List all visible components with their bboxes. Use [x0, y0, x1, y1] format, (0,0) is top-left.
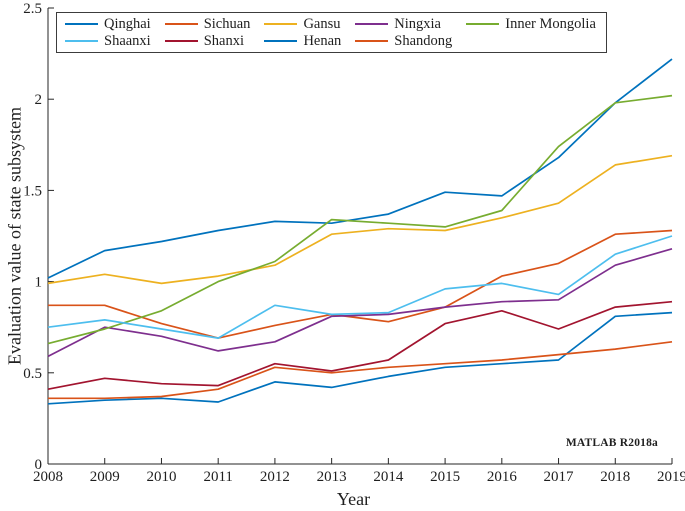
y-tick-label: 1: [35, 275, 43, 291]
y-tick-label: 1.5: [23, 183, 42, 199]
legend-label-henan: Henan: [303, 33, 342, 49]
legend-label-sichuan: Sichuan: [203, 16, 251, 32]
legend-label-gansu: Gansu: [303, 16, 341, 32]
legend-item-gansu: Gansu: [264, 16, 341, 32]
legend-line-sample-henan: [264, 40, 298, 42]
x-tick-label: 2016: [487, 469, 518, 485]
legend-item-sichuan: Sichuan: [164, 16, 251, 32]
series-line-inner-mongolia: [47, 94, 673, 345]
series-line-shanxi: [47, 300, 673, 391]
y-axis-title: Evaluation value of state subsystem: [4, 107, 25, 365]
x-tick-label: 2010: [146, 469, 176, 485]
x-tick-label: 2015: [430, 469, 460, 485]
legend-line-sample-shaanxi: [65, 40, 98, 42]
series-line-henan: [47, 311, 673, 405]
legend-item-ningxia: Ningxia: [355, 16, 452, 32]
y-tick-label: 0: [35, 457, 43, 473]
series-line-shaanxi: [47, 235, 673, 339]
x-tick-label: 2012: [260, 469, 290, 485]
legend-label-inner-mongolia: Inner Mongolia: [505, 16, 596, 32]
legend-item-qinghai: Qinghai: [65, 16, 151, 32]
x-axis-title-row: Year: [0, 489, 685, 510]
series-line-gansu: [47, 154, 673, 285]
legend-line-sample-sichuan: [164, 23, 198, 25]
legend-line-sample-qinghai: [65, 23, 98, 25]
legend-item-shaanxi: Shaanxi: [65, 33, 151, 49]
legend-item-shandong: Shandong: [355, 33, 452, 49]
matlab-version-watermark: MATLAB R2018a: [565, 437, 658, 449]
legend-line-sample-gansu: [264, 23, 298, 25]
legend-item-henan: Henan: [264, 33, 341, 49]
series-line-sichuan: [48, 229, 673, 339]
series-line-ningxia: [47, 247, 673, 358]
legend-label-shaanxi: Shaanxi: [104, 33, 151, 49]
x-tick-label: 2008: [33, 469, 63, 485]
legend-item-inner-mongolia: Inner Mongolia: [466, 16, 596, 32]
legend-line-sample-inner-mongolia: [466, 23, 500, 25]
x-tick-label: 2014: [373, 469, 404, 485]
legend-line-sample-shandong: [355, 40, 389, 42]
x-tick-label: 2018: [600, 469, 630, 485]
x-tick-label: 2017: [544, 469, 575, 485]
legend-item-shanxi: Shanxi: [164, 33, 251, 49]
x-axis-title: Year: [336, 489, 371, 509]
y-tick-label: 0.5: [23, 366, 42, 382]
x-tick-label: 2009: [90, 469, 120, 485]
legend-label-ningxia: Ningxia: [394, 16, 441, 32]
x-tick-label: 2011: [203, 469, 232, 485]
legend-label-shandong: Shandong: [394, 33, 453, 49]
y-tick-label: 2.5: [23, 1, 42, 17]
legend-label-shanxi: Shanxi: [203, 33, 244, 49]
x-tick-label: 2013: [317, 469, 347, 485]
series-line-qinghai: [47, 58, 673, 279]
legend-box: Qinghai Sichuan Gansu Ningxia Inner Mongolia…: [56, 12, 607, 53]
y-tick-label: 2: [35, 92, 43, 108]
legend-line-sample-shanxi: [164, 40, 198, 42]
legend-line-sample-ningxia: [355, 23, 389, 25]
legend-label-qinghai: Qinghai: [104, 16, 151, 32]
x-tick-label: 2019: [657, 469, 685, 485]
series-line-shandong: [48, 340, 673, 400]
